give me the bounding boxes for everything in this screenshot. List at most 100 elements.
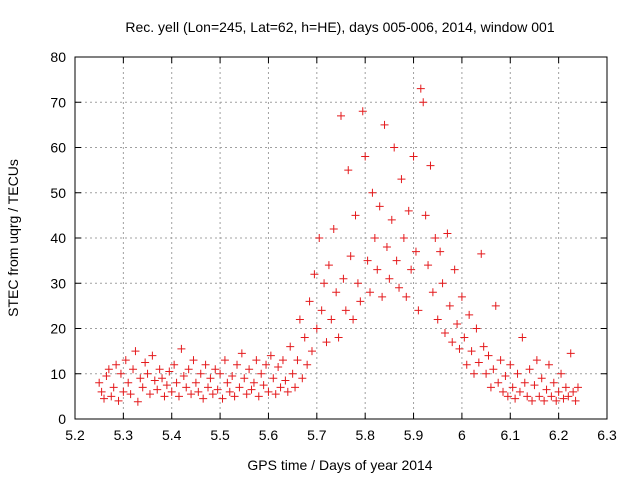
data-point [303, 360, 312, 369]
data-point [334, 333, 343, 342]
data-point [145, 390, 154, 399]
y-tick-label: 50 [50, 185, 66, 201]
data-point [276, 383, 285, 392]
data-point [300, 333, 309, 342]
data-point [293, 356, 302, 365]
data-point [124, 378, 133, 387]
x-tick-label: 6.1 [501, 427, 521, 443]
data-point [409, 152, 418, 161]
data-point [392, 256, 401, 265]
data-point [262, 360, 271, 369]
data-point [233, 360, 242, 369]
x-tick-label: 5.5 [210, 427, 230, 443]
data-point [247, 385, 256, 394]
data-point [148, 351, 157, 360]
data-point [220, 356, 229, 365]
data-point [216, 369, 225, 378]
data-point [380, 120, 389, 129]
data-point [339, 274, 348, 283]
data-point [496, 356, 505, 365]
data-point [438, 279, 447, 288]
data-point [358, 107, 367, 116]
data-point [349, 315, 358, 324]
data-point [378, 292, 387, 301]
data-point [462, 360, 471, 369]
data-point [242, 390, 251, 399]
data-point [170, 360, 179, 369]
y-tick-label: 20 [50, 321, 66, 337]
data-point [411, 247, 420, 256]
data-point [407, 265, 416, 274]
data-point [566, 349, 575, 358]
data-point [535, 392, 544, 401]
data-point [240, 374, 249, 383]
data-point [356, 297, 365, 306]
data-point [540, 396, 549, 405]
data-point [421, 211, 430, 220]
data-point [506, 360, 515, 369]
data-point [264, 387, 273, 396]
data-point [315, 234, 324, 242]
data-point [499, 387, 508, 396]
data-point [237, 349, 246, 358]
data-point [305, 297, 314, 306]
x-tick-label: 5.2 [65, 427, 85, 443]
data-point [141, 358, 150, 367]
data-point [324, 261, 333, 270]
y-tick-label: 40 [50, 230, 66, 246]
data-point [373, 265, 382, 274]
data-point [346, 252, 355, 261]
data-point [559, 394, 568, 403]
data-point [363, 256, 372, 265]
data-point [455, 344, 464, 353]
data-point [153, 385, 162, 394]
data-point [254, 392, 263, 401]
data-point [368, 188, 377, 197]
y-tick-label: 10 [50, 366, 66, 382]
data-point [228, 372, 237, 381]
y-tick-label: 0 [58, 411, 66, 427]
data-point [465, 310, 474, 319]
data-point [433, 315, 442, 324]
x-tick-label: 5.7 [307, 427, 327, 443]
x-tick-label: 5.4 [162, 427, 182, 443]
data-point [288, 369, 297, 378]
data-point [552, 396, 561, 405]
data-point [561, 383, 570, 392]
data-point [211, 365, 220, 374]
data-point [269, 374, 278, 383]
data-point [312, 324, 321, 333]
data-point [121, 356, 130, 365]
x-axis-label: GPS time / Days of year 2014 [247, 457, 432, 473]
data-point [138, 383, 147, 392]
data-point [179, 372, 188, 381]
data-point [266, 351, 275, 360]
data-point [353, 279, 362, 288]
data-point [196, 369, 205, 378]
data-point [295, 315, 304, 324]
data-point [494, 378, 503, 387]
data-point [204, 383, 212, 392]
data-point [431, 234, 440, 242]
data-point [428, 288, 437, 297]
data-point [206, 374, 215, 383]
data-point [472, 324, 481, 333]
data-point [136, 374, 145, 383]
data-point [283, 387, 292, 396]
data-point [426, 161, 435, 170]
data-point [271, 390, 280, 399]
data-point [547, 392, 556, 401]
data-point [199, 394, 208, 403]
data-point [399, 234, 408, 242]
y-tick-label: 60 [50, 140, 66, 156]
data-point [453, 319, 462, 328]
x-tick-label: 6.3 [597, 427, 617, 443]
data-point [557, 369, 566, 378]
data-point [291, 383, 300, 392]
data-point [174, 392, 183, 401]
data-point [129, 365, 138, 374]
data-point [114, 396, 123, 405]
data-point [257, 369, 266, 378]
data-point [307, 347, 316, 356]
